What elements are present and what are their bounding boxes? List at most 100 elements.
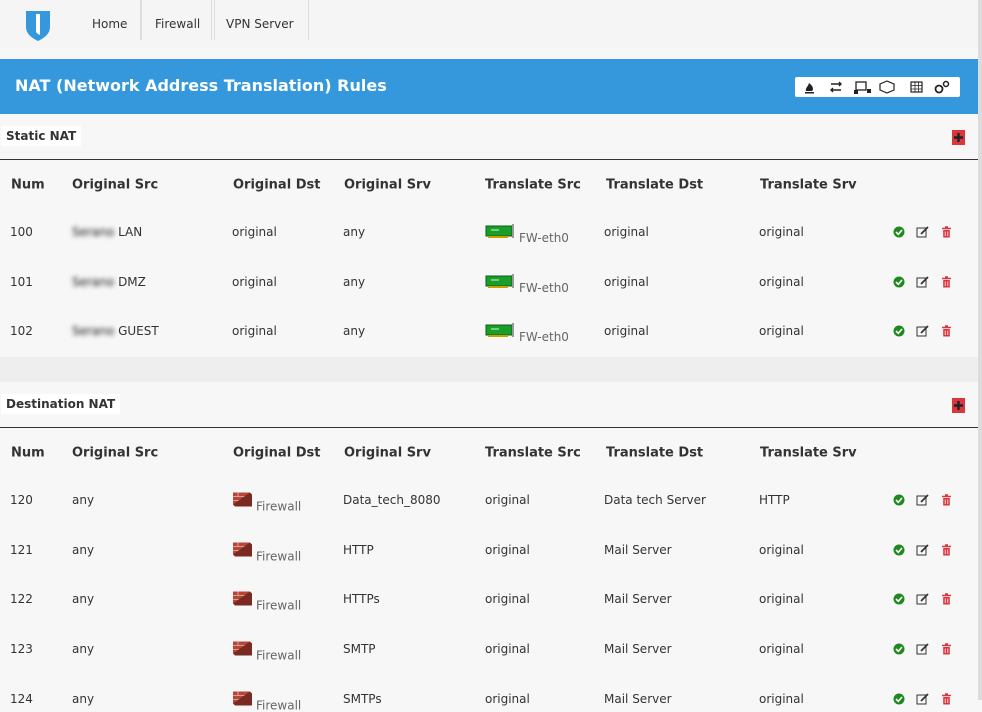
toolbar[interactable] — [795, 77, 960, 97]
delete-button[interactable] — [941, 325, 952, 337]
cell: 122 — [10, 592, 33, 607]
icon-part — [942, 643, 951, 647]
icon-part — [916, 544, 929, 556]
delete-button[interactable] — [941, 275, 952, 288]
delete-button[interactable] — [941, 226, 952, 238]
icon-part — [893, 276, 905, 288]
cell: original — [232, 274, 277, 289]
cell: Firewall — [232, 491, 301, 514]
cell-text: FW-eth0 — [519, 280, 569, 295]
icon-part — [893, 276, 905, 288]
icon-part — [916, 693, 929, 705]
cell: any — [72, 642, 95, 657]
cell: HTTP — [759, 493, 790, 507]
cell: Data_tech_8080 — [343, 493, 441, 507]
edit-button[interactable] — [916, 693, 929, 705]
delete-button[interactable] — [941, 494, 952, 506]
icon-part — [943, 230, 950, 238]
delete-button[interactable] — [941, 593, 952, 605]
delete-button[interactable] — [941, 643, 952, 655]
firewall-icon — [232, 492, 256, 510]
icon-part — [895, 596, 903, 603]
icon-part — [805, 92, 814, 94]
cell: FW-eth0 — [485, 273, 569, 295]
edit-button[interactable] — [916, 325, 929, 337]
delete-button[interactable] — [941, 543, 952, 556]
cell: original — [485, 542, 530, 557]
cell: SMTP — [343, 642, 376, 657]
section-title: Destination NAT — [1, 394, 121, 414]
icon-part — [895, 229, 903, 236]
icon-part — [805, 83, 813, 91]
delete-button[interactable] — [941, 693, 952, 705]
edit-button[interactable] — [916, 226, 929, 238]
cell: HTTP — [343, 542, 374, 557]
icon-part — [233, 492, 252, 507]
cell: original — [604, 225, 649, 239]
icon-part — [920, 643, 929, 652]
cell: 123 — [10, 642, 33, 657]
cell: original — [232, 324, 277, 339]
cell-text: Firewall — [256, 549, 302, 564]
icon-part — [893, 226, 905, 238]
icon-part — [893, 494, 905, 506]
cell: original — [759, 542, 804, 557]
cell: any — [343, 274, 366, 289]
edit-button[interactable] — [916, 276, 929, 288]
icon-part — [895, 497, 903, 504]
icon-part — [895, 646, 903, 653]
cell: any — [343, 324, 366, 339]
nav-item[interactable]: Firewall — [140, 0, 216, 40]
icon-part — [920, 226, 929, 235]
enable-button[interactable] — [893, 593, 905, 605]
cell: Firewall — [232, 689, 301, 712]
redacted-text: Serano — [72, 225, 115, 239]
enable-button[interactable] — [893, 276, 905, 288]
redacted-text: Serano — [72, 324, 115, 339]
icon-part — [895, 279, 903, 286]
cell: 100 — [10, 225, 33, 239]
enable-button[interactable] — [893, 494, 905, 506]
icon-part — [485, 273, 514, 288]
icon-part — [942, 325, 951, 337]
enable-button[interactable] — [893, 693, 905, 705]
enable-button[interactable] — [893, 325, 905, 337]
cell-text: FW-eth0 — [519, 231, 569, 245]
enable-button[interactable] — [893, 544, 905, 556]
icon-part — [233, 591, 252, 606]
edit-button[interactable] — [916, 494, 929, 506]
edit-button[interactable] — [916, 643, 929, 655]
add-button[interactable] — [952, 398, 965, 413]
column-header: Translate Dst — [606, 445, 704, 461]
divider — [0, 159, 978, 160]
add-button[interactable] — [952, 130, 965, 145]
cell: Mail Server — [604, 691, 672, 706]
logo[interactable] — [24, 9, 52, 41]
nav-item[interactable]: Home — [78, 0, 143, 40]
column-header: Num — [11, 177, 45, 193]
enable-button[interactable] — [893, 226, 905, 238]
icon-part — [942, 643, 951, 655]
icon-part — [488, 236, 508, 238]
icon-part — [916, 277, 927, 288]
icon-part — [954, 401, 963, 410]
page-title: NAT (Network Address Translation) Rules — [15, 76, 387, 95]
icon-part — [954, 133, 963, 142]
icon-part — [233, 492, 252, 507]
icon-part — [910, 81, 923, 93]
column-header: Original Dst — [233, 177, 321, 193]
edit-button[interactable] — [916, 544, 929, 556]
nav-item[interactable]: VPN Server — [211, 0, 309, 40]
enable-button[interactable] — [893, 643, 905, 655]
icon-part — [944, 330, 949, 336]
icon-part — [943, 647, 950, 655]
icon-part — [854, 90, 858, 94]
icon-part — [233, 542, 252, 557]
cell: original — [485, 691, 530, 706]
icon-part — [893, 643, 905, 655]
icon-part — [488, 285, 508, 288]
firewall-icon — [232, 591, 256, 609]
icon-part — [485, 324, 513, 336]
edit-button[interactable] — [916, 593, 929, 605]
icon-part — [879, 80, 895, 94]
